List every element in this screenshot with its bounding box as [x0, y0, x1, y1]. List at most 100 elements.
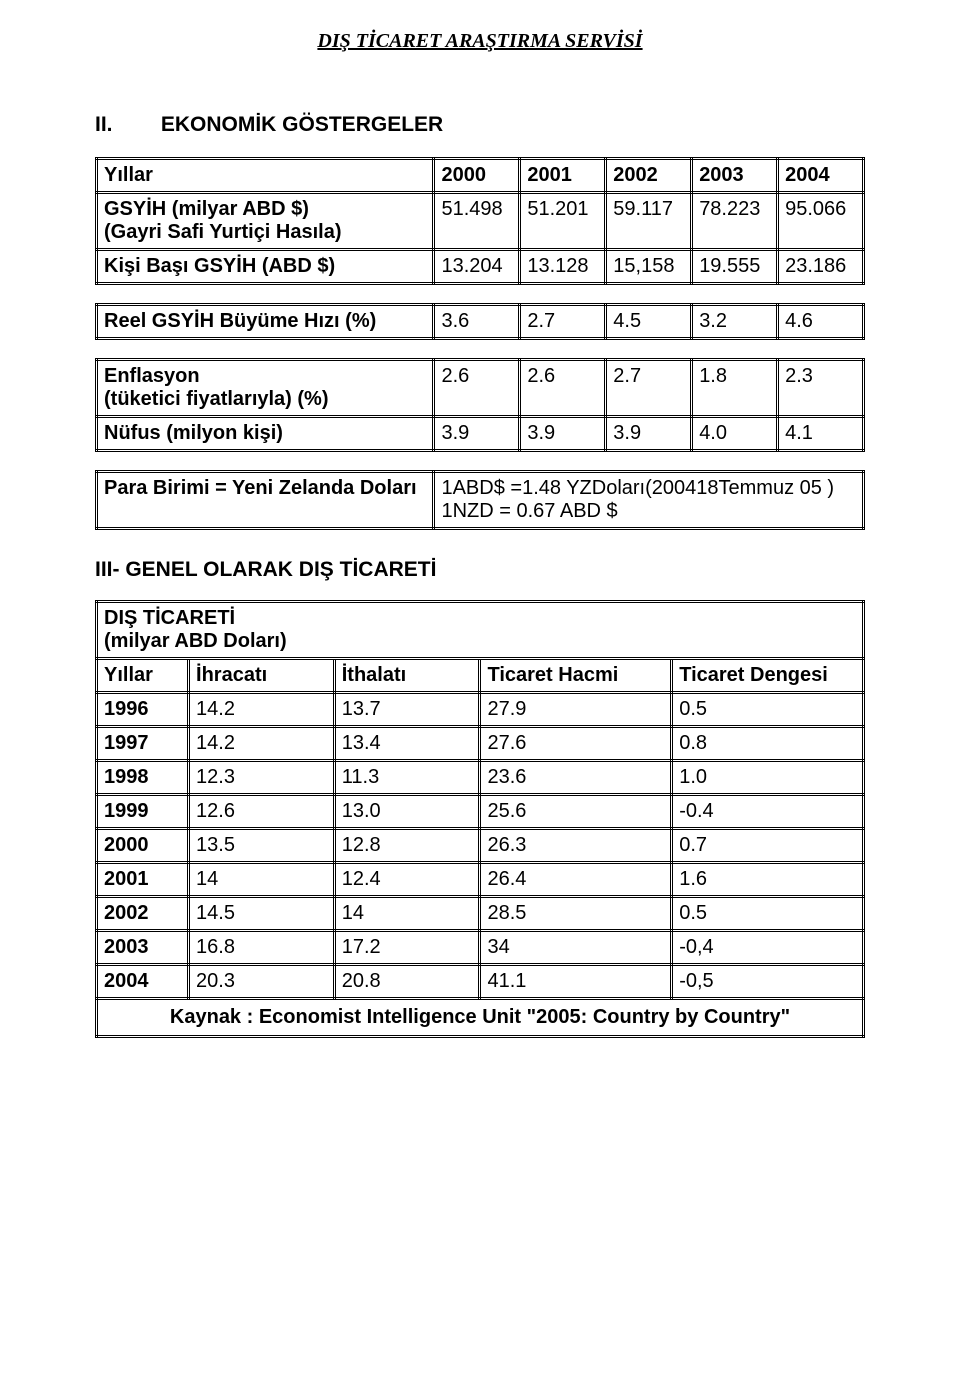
data-cell: 14.5	[189, 897, 335, 931]
percap-label: Kişi Başı GSYİH (ABD $)	[97, 250, 434, 284]
data-cell: 2.7	[606, 360, 692, 417]
data-cell: 78.223	[692, 193, 778, 250]
column-header: Ticaret Hacmi	[480, 659, 672, 693]
year-cell: 2001	[520, 159, 606, 193]
data-cell: 1.8	[692, 360, 778, 417]
data-cell: 12.4	[334, 863, 480, 897]
table-row: Enflasyon (tüketici fiyatlarıyla) (%) 2.…	[97, 360, 864, 417]
data-cell: 13.204	[434, 250, 520, 284]
data-cell: 1999	[97, 795, 189, 829]
data-cell: 3.6	[434, 305, 520, 339]
gdp-table: Yıllar 2000 2001 2002 2003 2004 GSYİH (m…	[95, 157, 865, 285]
data-cell: 0.5	[672, 897, 864, 931]
data-cell: 12.8	[334, 829, 480, 863]
table-row: 1997 14.2 13.4 27.6 0.8	[97, 727, 864, 761]
document-header: DIŞ TİCARET ARAŞTIRMA SERVİSİ	[95, 30, 865, 53]
table-row: Kaynak : Economist Intelligence Unit "20…	[97, 999, 864, 1037]
year-cell: 2004	[778, 159, 864, 193]
table-row: 2002 14.5 14 28.5 0.5	[97, 897, 864, 931]
growth-label: Reel GSYİH Büyüme Hızı (%)	[97, 305, 434, 339]
table-row: GSYİH (milyar ABD $) (Gayri Safi Yurtiçi…	[97, 193, 864, 250]
data-cell: 28.5	[480, 897, 672, 931]
data-cell: 17.2	[334, 931, 480, 965]
data-cell: 23.6	[480, 761, 672, 795]
data-cell: 59.117	[606, 193, 692, 250]
table-row: 1996 14.2 13.7 27.9 0.5	[97, 693, 864, 727]
year-cell: 2002	[606, 159, 692, 193]
data-cell: 27.6	[480, 727, 672, 761]
data-cell: 11.3	[334, 761, 480, 795]
data-cell: 4.5	[606, 305, 692, 339]
growth-table: Reel GSYİH Büyüme Hızı (%) 3.6 2.7 4.5 3…	[95, 303, 865, 340]
data-cell: 14.2	[189, 693, 335, 727]
data-cell: 20.8	[334, 965, 480, 999]
table-row: 2004 20.3 20.8 41.1 -0,5	[97, 965, 864, 999]
table-row: Kişi Başı GSYİH (ABD $) 13.204 13.128 15…	[97, 250, 864, 284]
data-cell: -0,5	[672, 965, 864, 999]
data-cell: 3.2	[692, 305, 778, 339]
data-cell: -0,4	[672, 931, 864, 965]
data-cell: 3.9	[434, 417, 520, 451]
table-row: Reel GSYİH Büyüme Hızı (%) 3.6 2.7 4.5 3…	[97, 305, 864, 339]
data-cell: 23.186	[778, 250, 864, 284]
data-cell: 25.6	[480, 795, 672, 829]
section-2-heading: EKONOMİK GÖSTERGELER	[161, 113, 443, 136]
data-cell: 41.1	[480, 965, 672, 999]
data-cell: 1996	[97, 693, 189, 727]
data-cell: 12.6	[189, 795, 335, 829]
table-row: Yıllar İhracatı İthalatı Ticaret Hacmi T…	[97, 659, 864, 693]
year-cell: 2000	[434, 159, 520, 193]
data-cell: 19.555	[692, 250, 778, 284]
column-header: İthalatı	[334, 659, 480, 693]
table-row: 2003 16.8 17.2 34 -0,4	[97, 931, 864, 965]
data-cell: 1.0	[672, 761, 864, 795]
data-cell: 0.7	[672, 829, 864, 863]
data-cell: 2004	[97, 965, 189, 999]
inflation-label: Enflasyon (tüketici fiyatlarıyla) (%)	[97, 360, 434, 417]
table-row: 1999 12.6 13.0 25.6 -0.4	[97, 795, 864, 829]
data-cell: 13.4	[334, 727, 480, 761]
table-row: 2000 13.5 12.8 26.3 0.7	[97, 829, 864, 863]
data-cell: 34	[480, 931, 672, 965]
data-cell: 51.498	[434, 193, 520, 250]
column-header: Ticaret Dengesi	[672, 659, 864, 693]
currency-table: Para Birimi = Yeni Zelanda Doları 1ABD$ …	[95, 470, 865, 530]
data-cell: 26.4	[480, 863, 672, 897]
data-cell: 2.6	[520, 360, 606, 417]
years-label: Yıllar	[97, 159, 434, 193]
inflation-population-table: Enflasyon (tüketici fiyatlarıyla) (%) 2.…	[95, 358, 865, 452]
population-label: Nüfus (milyon kişi)	[97, 417, 434, 451]
data-cell: 4.6	[778, 305, 864, 339]
data-cell: 2002	[97, 897, 189, 931]
data-cell: 14	[334, 897, 480, 931]
data-cell: 1.6	[672, 863, 864, 897]
data-cell: 3.9	[520, 417, 606, 451]
data-cell: 51.201	[520, 193, 606, 250]
data-cell: 4.0	[692, 417, 778, 451]
column-header: İhracatı	[189, 659, 335, 693]
trade-title-line2: (milyar ABD Doları)	[104, 630, 856, 653]
trade-title-line1: DIŞ TİCARETİ	[104, 607, 856, 630]
section-2-prefix: II.	[95, 113, 155, 137]
year-cell: 2003	[692, 159, 778, 193]
data-cell: 14.2	[189, 727, 335, 761]
section-2-title: II. EKONOMİK GÖSTERGELER	[95, 113, 865, 137]
table-row: DIŞ TİCARETİ (milyar ABD Doları)	[97, 602, 864, 659]
data-cell: 2003	[97, 931, 189, 965]
column-header: Yıllar	[97, 659, 189, 693]
gdp-label: GSYİH (milyar ABD $) (Gayri Safi Yurtiçi…	[97, 193, 434, 250]
data-cell: 2000	[97, 829, 189, 863]
data-cell: -0.4	[672, 795, 864, 829]
table-row: Yıllar 2000 2001 2002 2003 2004	[97, 159, 864, 193]
table-row: Nüfus (milyon kişi) 3.9 3.9 3.9 4.0 4.1	[97, 417, 864, 451]
source-cell: Kaynak : Economist Intelligence Unit "20…	[97, 999, 864, 1037]
data-cell: 2001	[97, 863, 189, 897]
data-cell: 13.0	[334, 795, 480, 829]
data-cell: 1997	[97, 727, 189, 761]
section-3-title: III- GENEL OLARAK DIŞ TİCARETİ	[95, 558, 865, 582]
data-cell: 4.1	[778, 417, 864, 451]
trade-table: DIŞ TİCARETİ (milyar ABD Doları) Yıllar …	[95, 600, 865, 1038]
data-cell: 2.3	[778, 360, 864, 417]
data-cell: 12.3	[189, 761, 335, 795]
data-cell: 26.3	[480, 829, 672, 863]
